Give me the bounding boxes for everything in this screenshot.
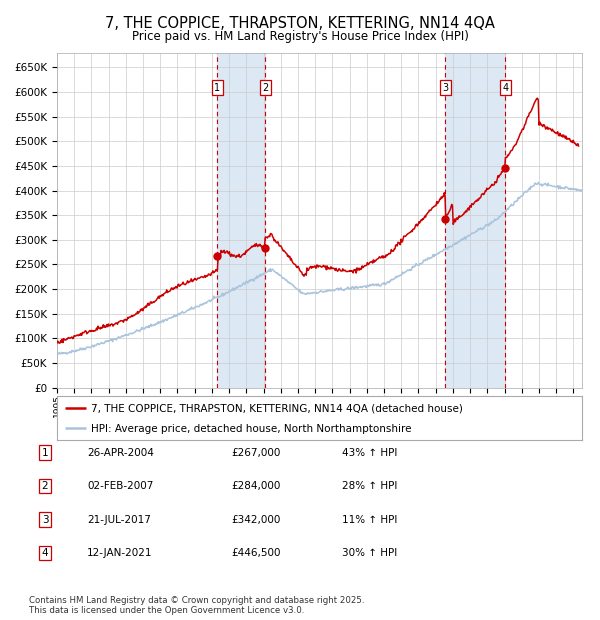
Text: 2: 2	[262, 83, 268, 93]
Text: 4: 4	[502, 83, 508, 93]
Text: 7, THE COPPICE, THRAPSTON, KETTERING, NN14 4QA: 7, THE COPPICE, THRAPSTON, KETTERING, NN…	[105, 16, 495, 30]
Text: 1: 1	[214, 83, 220, 93]
Text: 3: 3	[41, 515, 49, 525]
Bar	[217, 53, 265, 388]
Text: 26-APR-2004: 26-APR-2004	[87, 448, 154, 458]
Text: 7, THE COPPICE, THRAPSTON, KETTERING, NN14 4QA (detached house): 7, THE COPPICE, THRAPSTON, KETTERING, NN…	[91, 404, 463, 414]
Text: 3: 3	[442, 83, 448, 93]
Text: £284,000: £284,000	[231, 481, 280, 491]
Text: HPI: Average price, detached house, North Northamptonshire: HPI: Average price, detached house, Nort…	[91, 423, 412, 433]
Text: 11% ↑ HPI: 11% ↑ HPI	[342, 515, 397, 525]
Text: 4: 4	[41, 548, 49, 558]
Text: 30% ↑ HPI: 30% ↑ HPI	[342, 548, 397, 558]
Text: 02-FEB-2007: 02-FEB-2007	[87, 481, 154, 491]
Text: £342,000: £342,000	[231, 515, 280, 525]
Text: 28% ↑ HPI: 28% ↑ HPI	[342, 481, 397, 491]
Text: 21-JUL-2017: 21-JUL-2017	[87, 515, 151, 525]
Text: 2: 2	[41, 481, 49, 491]
Text: £267,000: £267,000	[231, 448, 280, 458]
Text: Price paid vs. HM Land Registry's House Price Index (HPI): Price paid vs. HM Land Registry's House …	[131, 30, 469, 43]
Text: Contains HM Land Registry data © Crown copyright and database right 2025.
This d: Contains HM Land Registry data © Crown c…	[29, 596, 364, 615]
Text: 43% ↑ HPI: 43% ↑ HPI	[342, 448, 397, 458]
Text: £446,500: £446,500	[231, 548, 281, 558]
Text: 1: 1	[41, 448, 49, 458]
Text: 12-JAN-2021: 12-JAN-2021	[87, 548, 152, 558]
Bar	[445, 53, 505, 388]
